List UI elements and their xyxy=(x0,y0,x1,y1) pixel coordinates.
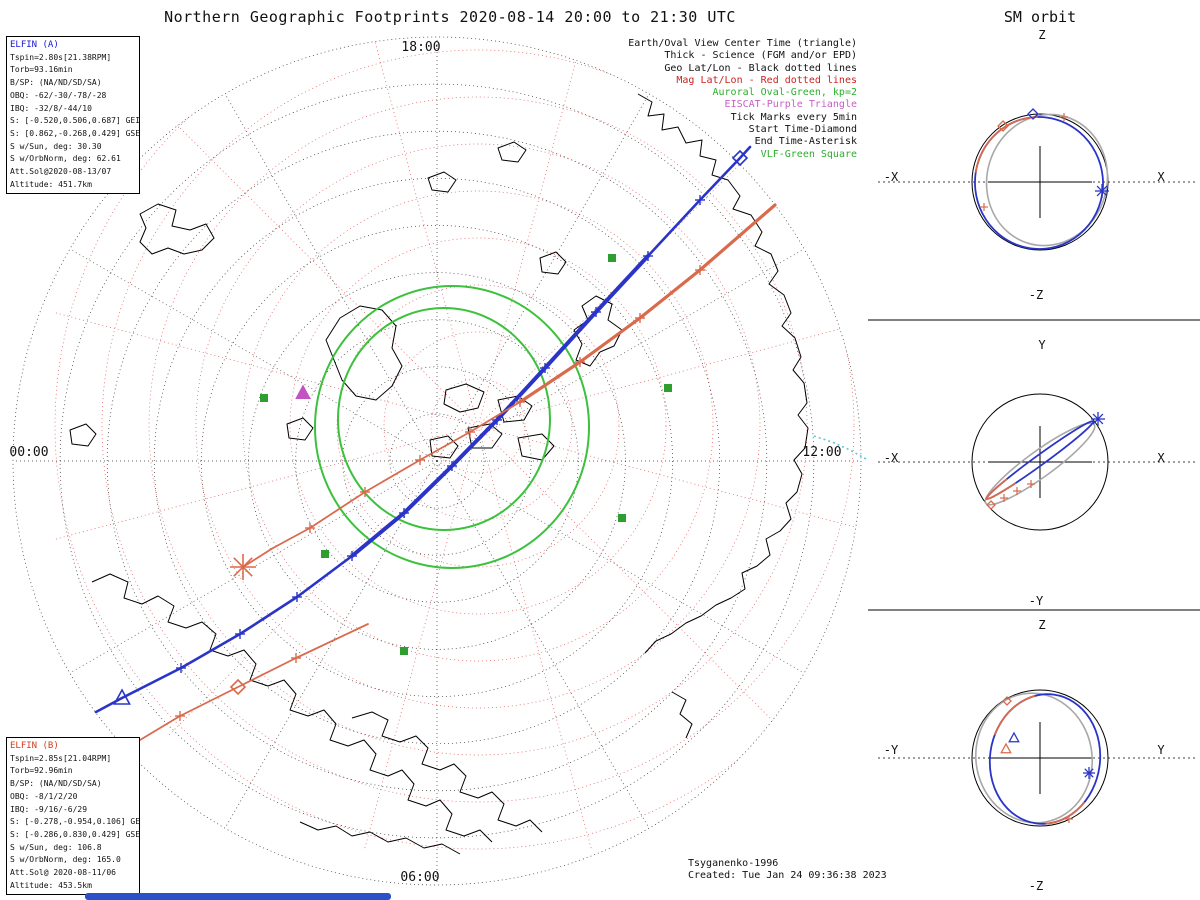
elfin-b-infobox: ELFIN (B) Tspin=2.85s[21.04RPM] Torb=92.… xyxy=(6,737,140,896)
coastlines xyxy=(69,93,809,855)
info-line: Torb=93.16min xyxy=(10,65,73,75)
info-line: OBQ: -8/1/2/20 xyxy=(10,791,78,801)
legend-line: Geo Lat/Lon - Black dotted lines xyxy=(664,62,857,74)
bottom-scrollbar-thumb[interactable] xyxy=(85,893,391,900)
track xyxy=(129,203,777,747)
orbit-panel xyxy=(878,108,1196,251)
legend-line: Thick - Science (FGM and/or EPD) xyxy=(664,50,857,62)
legend-line: Earth/Oval View Center Time (triangle) xyxy=(628,38,857,49)
coastline xyxy=(539,251,567,275)
elfin-a-name: ELFIN (A) xyxy=(10,40,59,50)
page-title: Northern Geographic Footprints 2020-08-1… xyxy=(164,8,736,26)
axis-label: Y xyxy=(1038,338,1046,352)
info-line: Tspin=2.80s[21.38RPM] xyxy=(10,52,112,62)
legend-line: EISCAT-Purple Triangle xyxy=(724,99,857,111)
info-line: IBQ: -32/8/-44/10 xyxy=(10,103,92,113)
orbit-panel xyxy=(878,393,1196,531)
axis-label: Z xyxy=(1038,28,1046,42)
info-line: Tspin=2.85s[21.04RPM] xyxy=(10,753,112,763)
coastline xyxy=(351,711,543,833)
info-line: Att.Sol@2020-08-13/07 xyxy=(10,167,112,177)
coastline xyxy=(91,573,493,843)
clock-label-12: 12:00 xyxy=(802,445,842,460)
track xyxy=(94,145,752,714)
axis-label: X xyxy=(1157,170,1165,184)
axis-label: -X xyxy=(883,451,899,465)
legend-line: Auroral Oval-Green, kp=2 xyxy=(712,87,858,99)
coastline xyxy=(443,383,485,413)
info-line: S: [-0.286,0.830,0.429] GSE xyxy=(10,829,140,839)
info-line: S w/Sun, deg: 106.8 xyxy=(10,842,102,852)
coastline xyxy=(497,395,533,423)
coastline xyxy=(299,821,461,855)
info-line: B/SP: (NA/ND/SD/SA) xyxy=(10,78,102,88)
axis-label: -Y xyxy=(1028,594,1044,608)
info-line: S: [-0.520,0.506,0.687] GEI xyxy=(10,116,140,126)
sm-orbit-title: SM orbit xyxy=(1003,8,1077,26)
info-line: S w/OrbNorm, deg: 62.61 xyxy=(10,154,121,164)
info-line: S w/Sun, deg: 30.30 xyxy=(10,141,102,151)
info-line: S: [-0.278,-0.954,0.106] GEI xyxy=(10,817,140,827)
axis-label: -X xyxy=(883,170,899,184)
clock-label-00: 00:00 xyxy=(9,445,49,460)
clock-label-18: 18:00 xyxy=(401,40,441,55)
legend-line: Start Time-Diamond xyxy=(748,124,857,136)
auroral-oval xyxy=(314,285,590,569)
axis-label: X xyxy=(1157,451,1165,465)
footer: Tsyganenko-1996 Created: Tue Jan 24 09:3… xyxy=(688,858,887,882)
info-line: Altitude: 453.5km xyxy=(10,880,92,890)
elfin-b-name: ELFIN (B) xyxy=(10,741,59,751)
info-line: Torb=92.96min xyxy=(10,766,73,776)
sm-orbit-panels xyxy=(868,108,1200,827)
coastline xyxy=(517,433,555,461)
legend-line: Tick Marks every 5min xyxy=(730,111,857,123)
coastline xyxy=(325,305,403,401)
map-legend: Earth/Oval View Center Time (triangle) T… xyxy=(543,38,857,161)
satellite-tracks xyxy=(94,145,777,747)
coastline xyxy=(427,171,457,193)
coastline xyxy=(139,203,215,255)
coastline xyxy=(671,691,693,739)
coastline xyxy=(286,417,314,441)
axis-label: Y xyxy=(1157,743,1165,757)
info-line: B/SP: (NA/ND/SD/SA) xyxy=(10,779,102,789)
axis-label: -Z xyxy=(1028,879,1044,893)
vlf-squares xyxy=(260,254,672,655)
legend-line: Mag Lat/Lon - Red dotted lines xyxy=(676,74,857,86)
info-line: Altitude: 451.7km xyxy=(10,179,92,189)
coastline xyxy=(497,141,527,163)
created-label: Created: Tue Jan 24 09:36:38 2023 xyxy=(688,870,887,881)
info-line: Att.Sol@ 2020-08-11/06 xyxy=(10,868,116,878)
legend-line: VLF-Green Square xyxy=(760,148,857,160)
coastline xyxy=(69,423,97,447)
elfin-a-infobox: ELFIN (A) Tspin=2.80s[21.38RPM] Torb=93.… xyxy=(6,36,140,195)
orbit-panel xyxy=(878,689,1196,827)
axis-label: -Y xyxy=(883,743,899,757)
info-line: IBQ: -9/16/-6/29 xyxy=(10,804,88,814)
info-line: S w/OrbNorm, deg: 165.0 xyxy=(10,855,121,865)
axis-label: Z xyxy=(1038,618,1046,632)
info-line: OBQ: -62/-30/-78/-28 xyxy=(10,90,107,100)
axis-label: -Z xyxy=(1028,288,1044,302)
eiscat-triangle xyxy=(295,384,311,399)
coastline xyxy=(637,93,809,654)
legend-line: End Time-Asterisk xyxy=(754,136,857,148)
info-line: S: [0.862,-0.268,0.429] GSE xyxy=(10,128,140,138)
model-label: Tsyganenko-1996 xyxy=(688,858,779,869)
clock-label-06: 06:00 xyxy=(400,870,440,885)
